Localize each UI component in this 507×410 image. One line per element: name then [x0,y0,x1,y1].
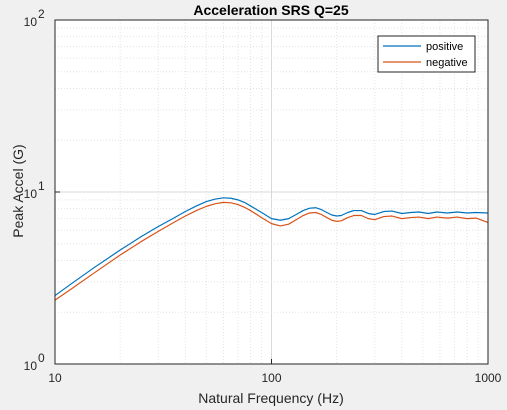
y-tick-exponent: 2 [38,7,45,21]
chart-title: Acceleration SRS Q=25 [193,2,348,18]
series-line-positive [54,197,489,297]
y-tick-exponent: 1 [38,179,45,193]
x-tick-label: 100 [261,371,281,385]
x-axis-label: Natural Frequency (Hz) [198,390,344,406]
grid-lines [55,20,488,364]
y-tick-label: 10 [24,187,38,201]
x-tick-label: 10 [48,371,62,385]
series-line-negative [54,201,489,301]
legend-label-negative: negative [426,57,468,69]
legend-label-positive: positive [426,41,463,53]
legend-box [377,35,476,73]
series-lines [54,197,489,301]
legend: positive negative [377,35,476,73]
y-tick-label: 10 [24,359,38,373]
x-tick-label: 1000 [475,371,502,385]
y-axis-label: Peak Accel (G) [10,144,26,237]
y-tick-label: 10 [24,15,38,29]
y-tick-exponent: 0 [38,351,45,365]
